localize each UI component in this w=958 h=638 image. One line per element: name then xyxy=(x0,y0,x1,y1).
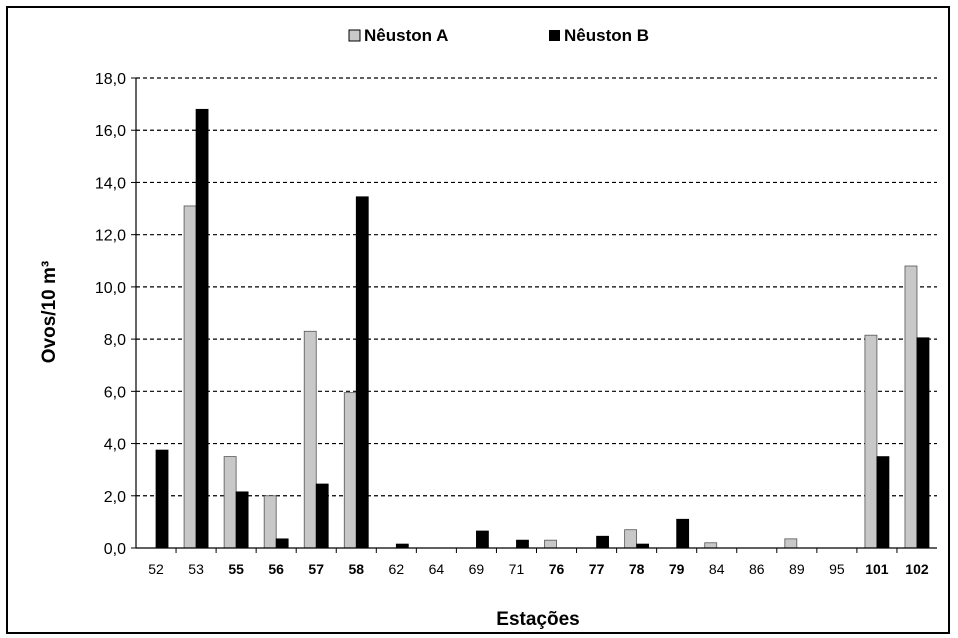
x-axis-title: Estações xyxy=(496,609,579,630)
bar-neuston-b-55 xyxy=(235,491,249,549)
bar-neuston-a-78 xyxy=(624,529,638,549)
bar-neuston-a-101 xyxy=(864,334,878,549)
y-tick-label: 8,0 xyxy=(104,332,126,349)
axes xyxy=(131,77,937,553)
x-tick-label: 86 xyxy=(749,561,765,577)
x-tick-label: 56 xyxy=(268,561,284,577)
x-tick-label: 58 xyxy=(348,561,364,577)
y-tick-labels: 0,0 2,0 4,0 6,0 8,0 10,0 12,0 14,0 16,0 18,0 xyxy=(95,71,126,558)
x-tick-label: 71 xyxy=(509,561,525,577)
y-tick-label: 12,0 xyxy=(95,228,126,245)
bar-neuston-a-56 xyxy=(263,495,277,549)
bar-neuston-b-77 xyxy=(596,535,609,549)
x-tick-label: 79 xyxy=(669,561,685,577)
x-tick-label: 52 xyxy=(148,561,164,577)
bar-neuston-a-58 xyxy=(343,392,357,549)
bar-neuston-b-52 xyxy=(155,449,169,549)
bars xyxy=(155,108,930,549)
x-tick-label: 101 xyxy=(865,561,889,577)
bar-neuston-b-56 xyxy=(275,538,289,549)
legend-swatch-neuston-a xyxy=(348,29,361,42)
y-tick-label: 10,0 xyxy=(95,280,126,297)
bar-neuston-b-101 xyxy=(876,456,890,549)
x-tick-label: 102 xyxy=(905,561,929,577)
y-axis-title: Ovos/10 m³ xyxy=(39,261,60,363)
bar-neuston-a-76 xyxy=(544,539,557,549)
x-tick-label: 76 xyxy=(549,561,565,577)
y-tick-label: 0,0 xyxy=(104,541,126,558)
y-tick-label: 2,0 xyxy=(104,489,126,506)
bar-neuston-b-102 xyxy=(916,337,930,549)
gridlines xyxy=(136,77,937,497)
legend-label-neuston-a: Nêuston A xyxy=(364,26,448,45)
y-tick-label: 6,0 xyxy=(104,384,126,401)
y-tick-label: 16,0 xyxy=(95,123,126,140)
x-tick-label: 84 xyxy=(709,561,725,577)
y-tick-label: 14,0 xyxy=(95,175,126,192)
bar-neuston-a-55 xyxy=(223,456,237,549)
bar-neuston-b-79 xyxy=(676,518,690,549)
bar-neuston-a-84 xyxy=(704,542,718,549)
y-tick-label: 4,0 xyxy=(104,437,126,454)
x-tick-label: 62 xyxy=(389,561,405,577)
legend-swatch-neuston-b xyxy=(549,30,560,41)
x-tick-label: 69 xyxy=(469,561,485,577)
bar-neuston-b-69 xyxy=(476,530,489,549)
x-tick-label: 64 xyxy=(429,561,445,577)
x-tick-label: 57 xyxy=(308,561,324,577)
bar-neuston-b-57 xyxy=(315,483,329,549)
legend: Nêuston A Nêuston B xyxy=(348,26,649,45)
x-tick-label: 89 xyxy=(789,561,805,577)
bar-neuston-a-53 xyxy=(183,205,197,549)
bar-neuston-a-57 xyxy=(303,330,317,549)
bar-neuston-b-58 xyxy=(355,196,369,549)
y-tick-label: 18,0 xyxy=(95,71,126,88)
bar-neuston-b-53 xyxy=(195,108,209,549)
bar-neuston-b-71 xyxy=(516,539,529,549)
x-tick-labels: 52 53 55 56 57 58 62 64 69 71 76 77 78 79 84 86 89 95 101 1… xyxy=(148,561,929,577)
x-tick-label: 77 xyxy=(589,561,605,577)
x-tick-label: 95 xyxy=(829,561,845,577)
x-tick-label: 55 xyxy=(228,561,244,577)
x-tick-label: 53 xyxy=(188,561,204,577)
bar-neuston-a-102 xyxy=(904,265,918,549)
legend-label-neuston-b: Nêuston B xyxy=(564,26,649,45)
x-tick-label: 78 xyxy=(629,561,645,577)
bar-neuston-a-89 xyxy=(784,538,798,549)
